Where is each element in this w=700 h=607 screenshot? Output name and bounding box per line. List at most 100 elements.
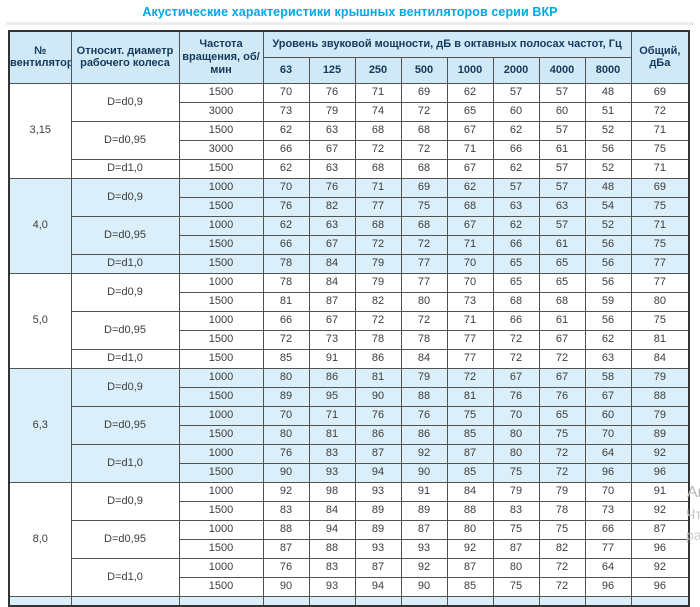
level-cell: 75: [446, 405, 494, 426]
table-row: 8,0 D=d0,9 1000 92 98 93 91 84 79 79 70 91: [8, 481, 690, 597]
level-cell: 60: [584, 405, 632, 426]
level-cell: 62: [446, 82, 494, 103]
level-cell: 72: [400, 310, 448, 331]
level-cell: 56: [584, 253, 632, 274]
acoustic-characteristics-table: № вентилятора Относит. диаметр рабочего …: [8, 30, 691, 607]
level-cell: 70: [446, 272, 494, 293]
cutoff-row: [8, 595, 690, 606]
level-cell: 71: [446, 234, 494, 255]
level-cell: 58: [584, 367, 632, 388]
diameter-cell: D=d0,9: [70, 177, 180, 217]
diameter-cell: D=d0,9: [70, 82, 180, 122]
level-cell: 68: [400, 158, 448, 179]
level-cell: 72: [354, 234, 402, 255]
table-row: 1500 76 82 77 75 68 63 63 54 75: [9, 196, 690, 217]
header-freq-8000: 8000: [584, 56, 632, 84]
level-cell: 71: [446, 310, 494, 331]
header-freq-250: 250: [354, 56, 402, 84]
level-cell: 94: [354, 462, 402, 483]
level-cell: 77: [400, 272, 448, 293]
diameter-cell: D=d0,95: [70, 215, 180, 255]
level-cell: 54: [584, 196, 632, 217]
level-cell: 71: [354, 82, 402, 103]
cutoff-cell: [584, 595, 632, 606]
level-cell: 60: [538, 101, 586, 122]
level-cell: 85: [446, 424, 494, 445]
level-cell: 84: [400, 348, 448, 369]
level-cell: 85: [262, 348, 310, 369]
level-cell: 66: [492, 234, 540, 255]
level-cell: 80: [262, 367, 310, 388]
table-row: 1500 83 84 89 89 88 83 78 73 92: [9, 500, 690, 521]
header-fan-number: № вентилятора: [8, 30, 72, 84]
diameter-cell: D=d1,0: [70, 443, 180, 483]
level-cell: 72: [538, 462, 586, 483]
level-cell: 72: [492, 348, 540, 369]
total-cell: 92: [630, 500, 690, 521]
level-cell: 68: [538, 291, 586, 312]
level-cell: 90: [400, 462, 448, 483]
level-cell: 68: [446, 196, 494, 217]
level-cell: 67: [538, 367, 586, 388]
level-cell: 91: [400, 481, 448, 502]
level-cell: 83: [308, 557, 356, 578]
level-cell: 92: [446, 538, 494, 559]
level-cell: 87: [400, 519, 448, 540]
level-cell: 52: [584, 215, 632, 236]
total-cell: 72: [630, 101, 690, 122]
level-cell: 65: [538, 272, 586, 293]
cutoff-cell: [400, 595, 448, 606]
total-cell: 71: [630, 215, 690, 236]
level-cell: 56: [584, 310, 632, 331]
level-cell: 68: [492, 291, 540, 312]
level-cell: 76: [308, 177, 356, 198]
level-cell: 76: [400, 405, 448, 426]
table-row: 1500 72 73 78 78 77 72 67 62 81: [9, 329, 690, 350]
level-cell: 80: [262, 424, 310, 445]
speed-cell: 1000: [178, 519, 264, 540]
level-cell: 91: [308, 348, 356, 369]
level-cell: 66: [262, 310, 310, 331]
speed-cell: 1000: [178, 405, 264, 426]
level-cell: 81: [446, 386, 494, 407]
level-cell: 57: [538, 177, 586, 198]
speed-cell: 1500: [178, 538, 264, 559]
header-speed: Частота вращения, об/мин: [178, 30, 264, 84]
divider-strip: [6, 22, 694, 25]
level-cell: 60: [492, 101, 540, 122]
table-row: D=d0,95 1000 88 94 89 87 80 75 75 66 87: [9, 519, 690, 559]
speed-cell: 1000: [178, 443, 264, 464]
cutoff-cell: [538, 595, 586, 606]
cutoff-cell: [178, 595, 264, 606]
level-cell: 68: [400, 215, 448, 236]
total-cell: 80: [630, 291, 690, 312]
level-cell: 80: [492, 557, 540, 578]
total-cell: 79: [630, 367, 690, 388]
total-cell: 75: [630, 196, 690, 217]
total-cell: 81: [630, 329, 690, 350]
level-cell: 77: [446, 348, 494, 369]
level-cell: 93: [308, 462, 356, 483]
level-cell: 93: [354, 538, 402, 559]
diameter-cell: D=d0,95: [70, 120, 180, 160]
total-cell: 92: [630, 557, 690, 578]
speed-cell: 1500: [178, 462, 264, 483]
level-cell: 87: [354, 557, 402, 578]
level-cell: 90: [262, 462, 310, 483]
level-cell: 63: [308, 215, 356, 236]
header-freq-4000: 4000: [538, 56, 586, 84]
table-row: 1500 90 93 94 90 85 75 72 96 96: [9, 462, 690, 483]
speed-cell: 1500: [178, 253, 264, 274]
table-row: 6,3 D=d0,9 1000 80 86 81 79 72 67 67 58 79: [8, 367, 690, 483]
speed-cell: 1500: [178, 196, 264, 217]
level-cell: 80: [492, 424, 540, 445]
level-cell: 86: [354, 424, 402, 445]
level-cell: 87: [308, 291, 356, 312]
level-cell: 65: [492, 272, 540, 293]
cutoff-cell: [70, 595, 180, 606]
level-cell: 87: [354, 443, 402, 464]
level-cell: 88: [400, 386, 448, 407]
level-cell: 61: [538, 234, 586, 255]
level-cell: 78: [354, 329, 402, 350]
level-cell: 92: [400, 443, 448, 464]
